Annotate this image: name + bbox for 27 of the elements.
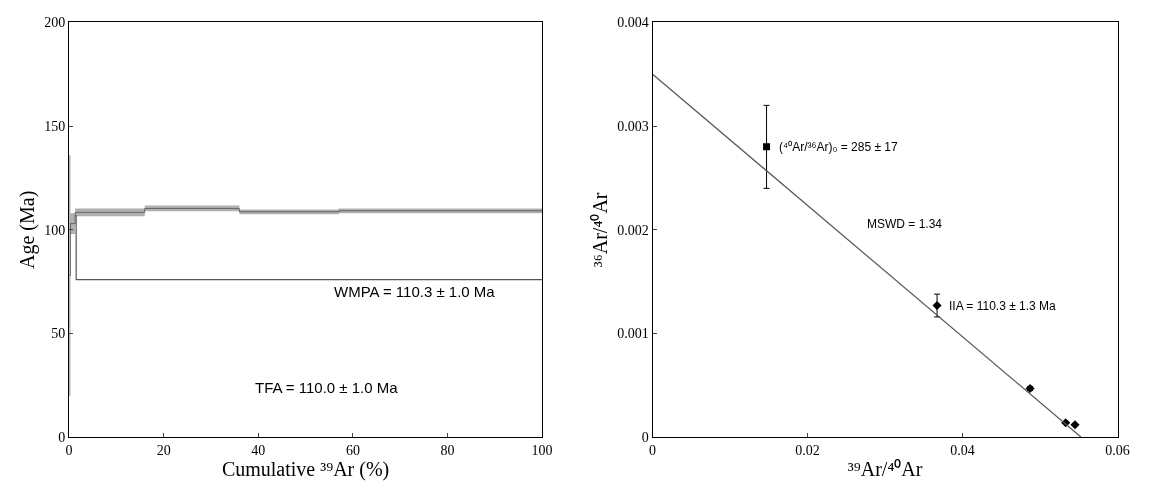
y-tick-label: 0 <box>641 430 649 446</box>
x-tick-label: 20 <box>156 443 171 459</box>
x-tick-label: 0.02 <box>795 443 820 459</box>
x-tick-label: 80 <box>440 443 455 459</box>
y-tick-label: 0.002 <box>617 222 649 238</box>
y-tick-label: 0.004 <box>617 15 649 31</box>
x-axis-title: Cumulative ³⁹Ar (%) <box>221 458 390 482</box>
y-axis-title: ³⁶Ar/⁴⁰Ar <box>588 192 611 268</box>
x-tick-label: 40 <box>251 443 266 459</box>
annotation: IIA = 110.3 ± 1.3 Ma <box>949 299 1057 313</box>
y-tick-label: 200 <box>44 15 66 31</box>
y-tick-label: 0 <box>58 430 66 446</box>
y-tick-label: 0.003 <box>617 119 649 135</box>
annotation: WMPA = 110.3 ± 1.0 Ma <box>334 283 496 300</box>
x-tick-label: 0.06 <box>1105 443 1130 459</box>
y-tick-label: 150 <box>44 119 66 135</box>
y-tick-label: 100 <box>44 222 66 238</box>
x-tick-label: 60 <box>345 443 360 459</box>
annotation: MSWD = 1.34 <box>867 217 943 231</box>
y-tick-label: 50 <box>51 326 66 342</box>
y-axis-title: Age (Ma) <box>15 190 39 269</box>
x-tick-label: 0.04 <box>950 443 975 459</box>
y-tick-label: 0.001 <box>617 326 649 342</box>
x-tick-label: 100 <box>531 443 553 459</box>
x-axis-title: ³⁹Ar/⁴⁰Ar <box>847 457 923 480</box>
annotation: TFA = 110.0 ± 1.0 Ma <box>255 379 399 396</box>
annotation: (⁴⁰Ar/³⁶Ar)₀ = 285 ± 17 <box>779 140 899 154</box>
